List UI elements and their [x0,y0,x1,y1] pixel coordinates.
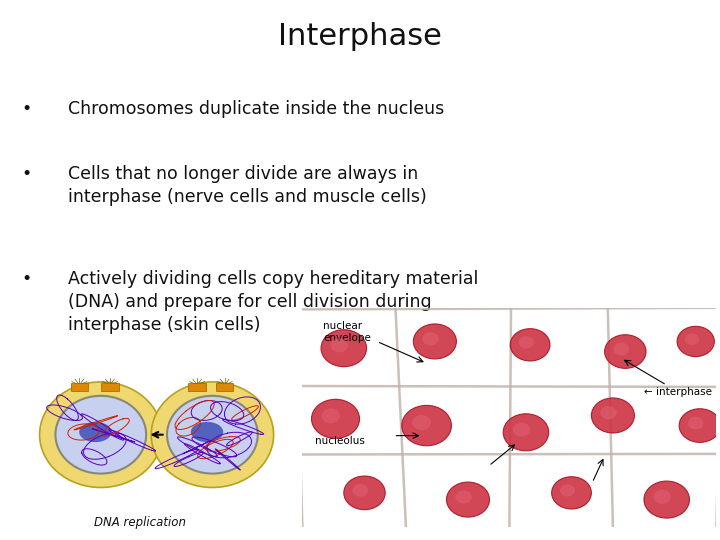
Text: nuclear
envelope: nuclear envelope [323,321,371,343]
Circle shape [402,406,451,446]
Bar [189,383,206,391]
Text: nucleolus: nucleolus [315,436,365,446]
Circle shape [513,422,530,436]
Ellipse shape [151,382,274,488]
Circle shape [560,484,575,497]
Circle shape [456,490,472,504]
Circle shape [446,482,490,517]
Circle shape [644,481,690,518]
Text: Actively dividing cells copy hereditary material
(DNA) and prepare for cell divi: Actively dividing cells copy hereditary … [68,270,479,334]
Circle shape [503,414,549,451]
Circle shape [600,406,617,420]
Circle shape [353,484,368,497]
Text: •: • [22,270,32,288]
Circle shape [688,417,703,429]
Circle shape [412,415,431,430]
Text: Interphase: Interphase [278,22,442,51]
Ellipse shape [191,422,223,442]
Ellipse shape [40,382,162,488]
Text: ← interphase: ← interphase [644,387,712,397]
Bar [102,383,119,391]
Circle shape [344,476,385,510]
Circle shape [518,336,534,348]
Circle shape [312,399,359,438]
Text: DNA replication: DNA replication [94,516,186,529]
Ellipse shape [55,396,146,474]
Circle shape [322,408,340,423]
Ellipse shape [167,396,258,474]
Circle shape [413,324,456,359]
Circle shape [330,339,348,353]
Circle shape [605,335,646,368]
Bar [216,383,233,391]
Circle shape [591,398,634,433]
Circle shape [321,329,366,367]
Circle shape [654,490,671,504]
Circle shape [552,477,591,509]
Ellipse shape [79,422,112,442]
Text: •: • [22,165,32,183]
Circle shape [677,326,714,356]
Text: Cells that no longer divide are always in
interphase (nerve cells and muscle cel: Cells that no longer divide are always i… [68,165,427,206]
Circle shape [685,333,699,345]
Circle shape [423,332,438,346]
Bar [71,383,88,391]
Circle shape [679,409,720,442]
Text: •: • [22,100,32,118]
Circle shape [613,342,629,355]
Circle shape [510,329,550,361]
Text: Chromosomes duplicate inside the nucleus: Chromosomes duplicate inside the nucleus [68,100,445,118]
